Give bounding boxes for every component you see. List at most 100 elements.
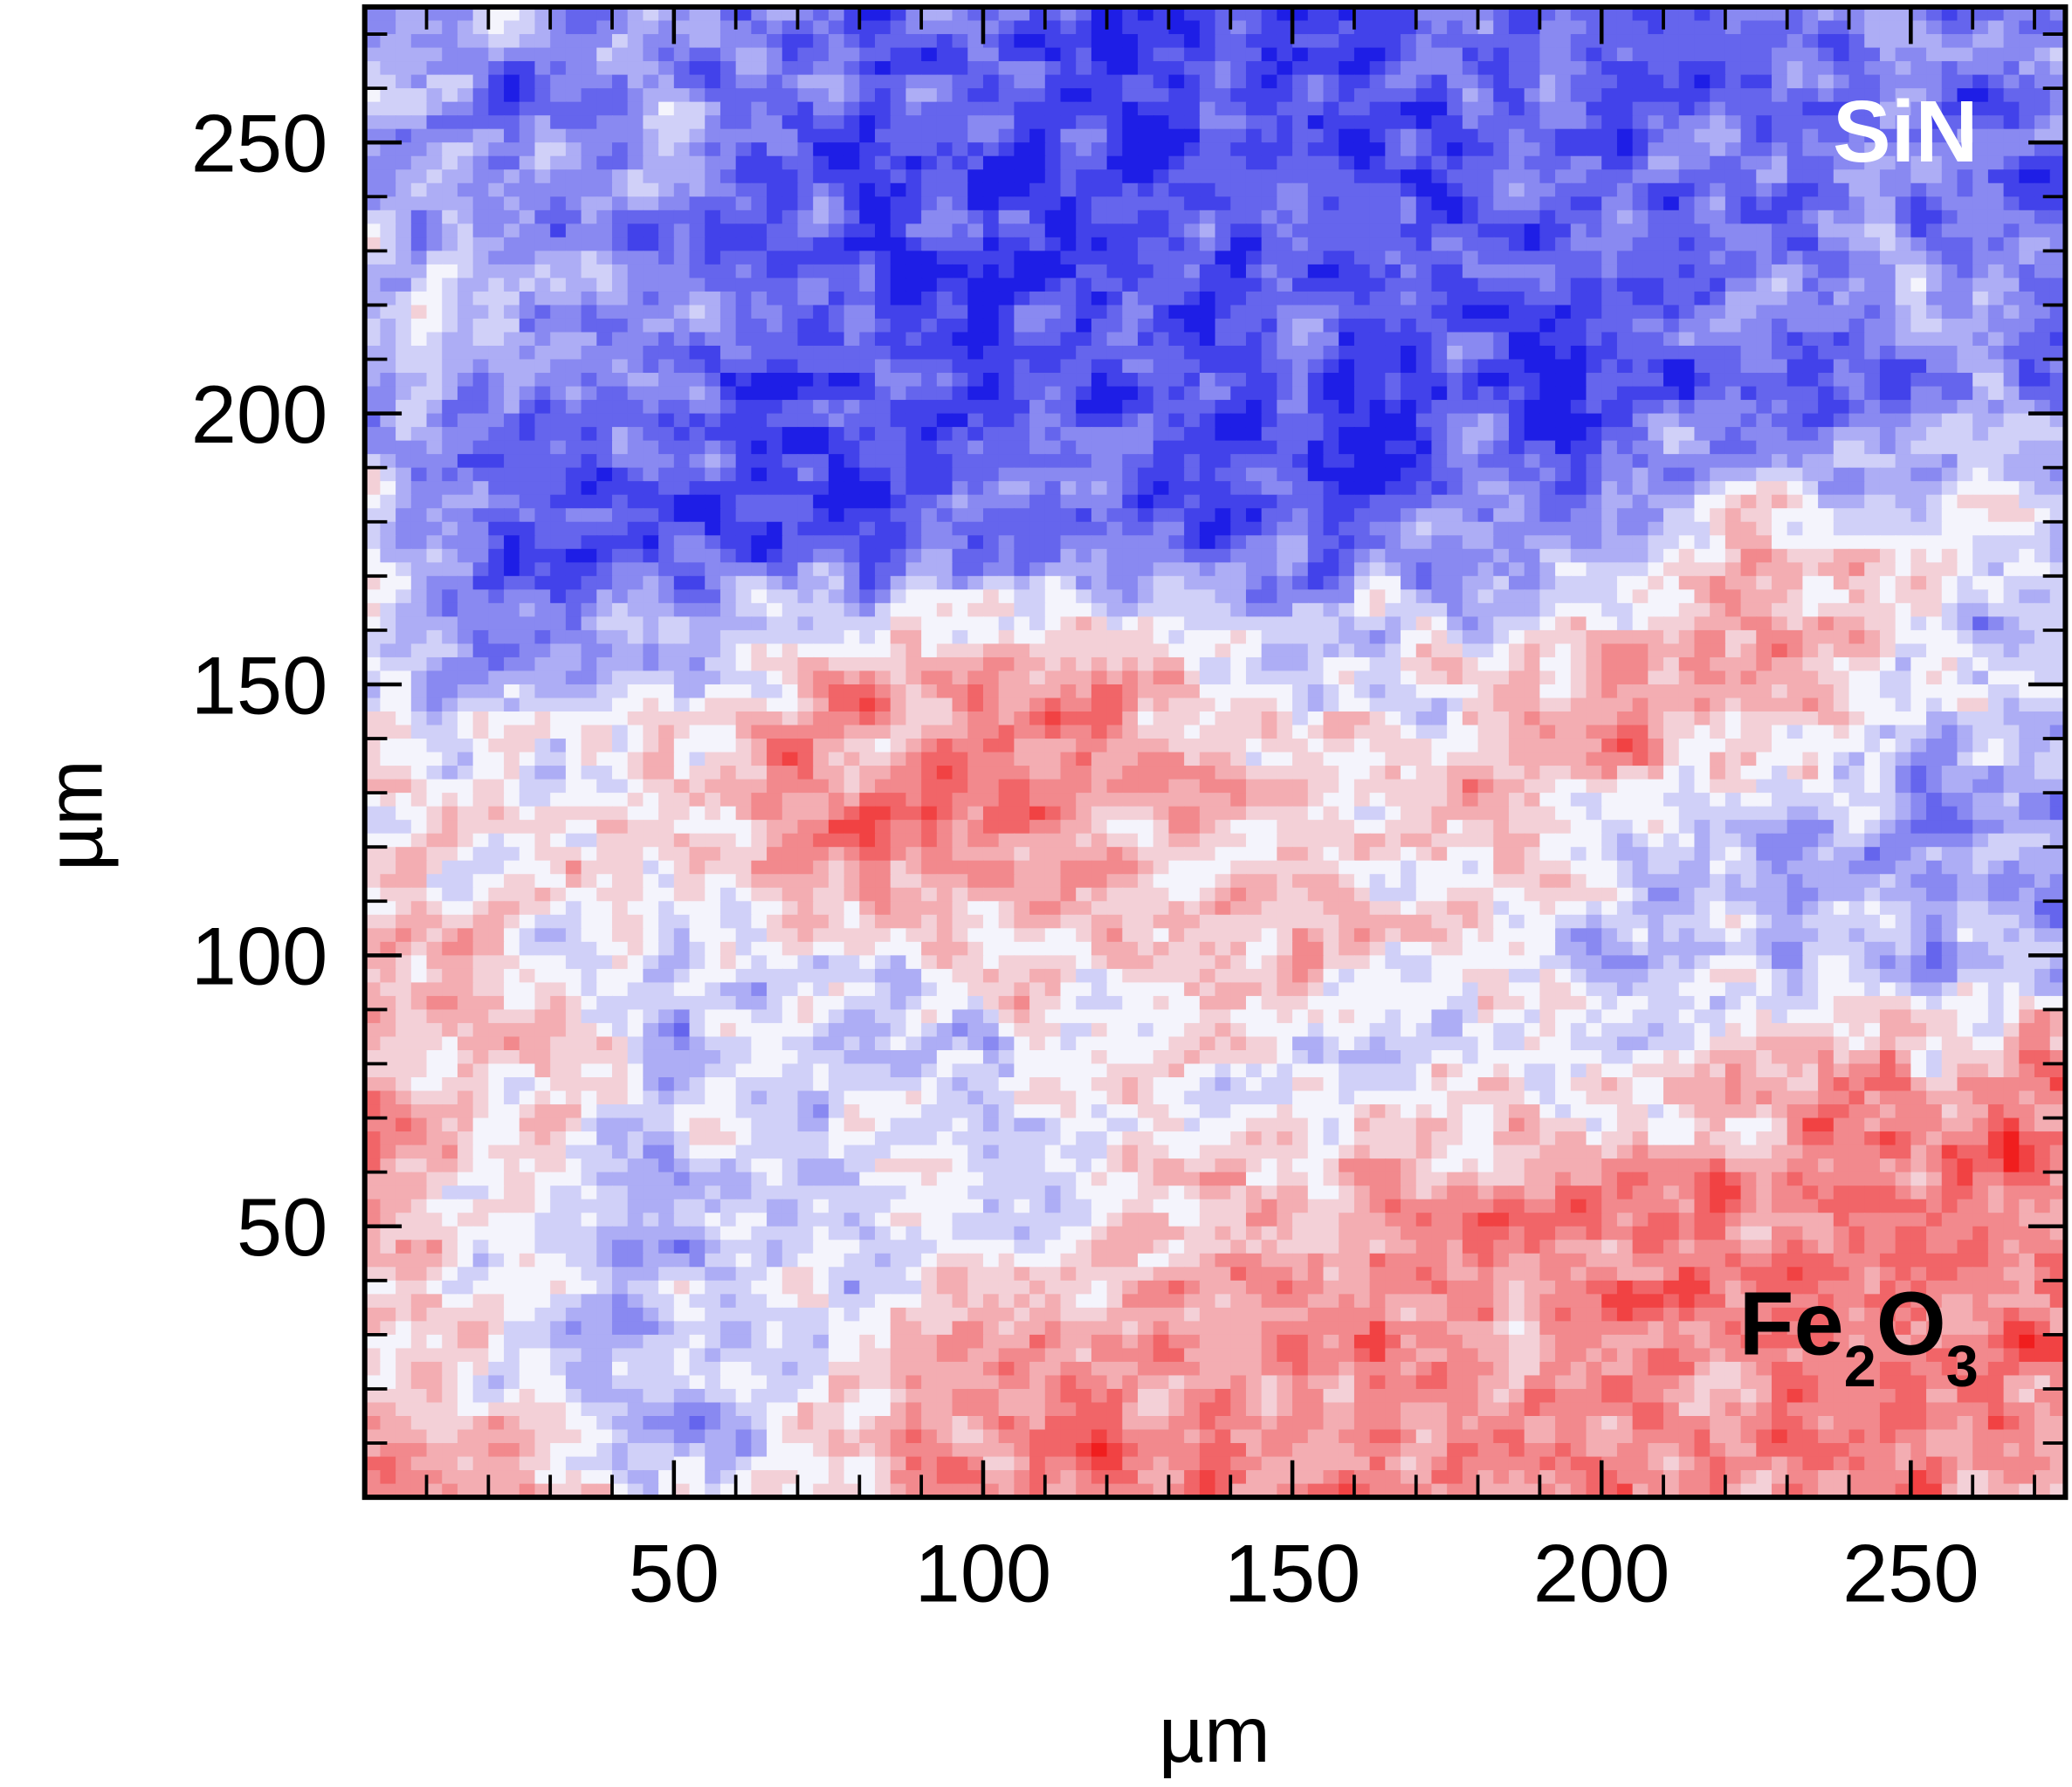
heatmap-cell — [735, 562, 753, 577]
heatmap-cell — [504, 264, 520, 279]
heatmap-cell — [890, 169, 907, 184]
heatmap-cell — [1941, 548, 1958, 564]
heatmap-cell — [1879, 521, 1896, 537]
heatmap-cell — [1477, 305, 1495, 320]
heatmap-cell — [1339, 251, 1355, 265]
heatmap-cell — [1385, 305, 1401, 320]
heatmap-cell — [1493, 575, 1510, 591]
heatmap-cell — [519, 115, 536, 130]
heatmap-cell — [1014, 535, 1030, 550]
heatmap-cell — [1555, 34, 1572, 49]
heatmap-cell — [643, 602, 660, 618]
heatmap-cell — [1786, 34, 1804, 49]
heatmap-cell — [982, 61, 1000, 76]
heatmap-cell — [967, 562, 984, 577]
heatmap-cell — [519, 210, 536, 225]
heatmap-cell — [1663, 332, 1680, 347]
heatmap-cell — [1385, 128, 1401, 144]
heatmap-cell — [1616, 210, 1634, 225]
heatmap-cell — [2019, 332, 2035, 347]
heatmap-cell — [1786, 345, 1804, 361]
heatmap-cell — [1678, 521, 1696, 537]
heatmap-cell — [1462, 251, 1479, 265]
heatmap-cell — [1493, 427, 1510, 442]
heatmap-cell — [1044, 440, 1062, 456]
heatmap-cell — [1091, 345, 1108, 361]
heatmap-cell — [1415, 47, 1433, 62]
heatmap-cell — [364, 210, 382, 225]
heatmap-cell — [1555, 7, 1572, 22]
heatmap-cell — [1972, 196, 1989, 211]
heatmap-cell — [550, 101, 567, 117]
heatmap-cell — [519, 616, 536, 631]
heatmap-cell — [1230, 400, 1247, 415]
heatmap-cell — [751, 427, 768, 442]
heatmap-cell — [612, 210, 629, 225]
heatmap-cell — [2049, 210, 2067, 225]
heatmap-cell — [1663, 359, 1680, 374]
heatmap-cell — [2003, 196, 2020, 211]
heatmap-cell — [1029, 427, 1046, 442]
heatmap-cell — [673, 142, 691, 157]
heatmap-cell — [781, 74, 799, 90]
heatmap-cell — [735, 440, 753, 456]
heatmap-cell — [828, 142, 845, 157]
heatmap-cell — [1740, 101, 1758, 117]
heatmap-cell — [1740, 7, 1758, 22]
heatmap-cell — [1122, 440, 1139, 456]
heatmap-cell — [658, 467, 675, 483]
heatmap-cell — [612, 251, 629, 265]
heatmap-cell — [519, 88, 536, 103]
heatmap-cell — [1184, 223, 1201, 238]
heatmap-cell — [1570, 454, 1587, 469]
heatmap-cell — [2034, 251, 2051, 265]
heatmap-cell — [1199, 264, 1216, 279]
heatmap-cell — [364, 196, 382, 211]
heatmap-cell — [396, 332, 412, 347]
heatmap-cell — [643, 386, 660, 401]
heatmap-cell — [488, 142, 505, 157]
heatmap-cell — [457, 20, 474, 35]
heatmap-cell — [967, 508, 984, 523]
heatmap-cell — [643, 237, 660, 252]
heatmap-cell — [1153, 589, 1170, 604]
heatmap-cell — [1184, 427, 1201, 442]
heatmap-cell — [1926, 47, 1943, 62]
heatmap-cell — [1616, 318, 1634, 333]
heatmap-cell — [1339, 386, 1355, 401]
heatmap-cell — [1941, 210, 1958, 225]
heatmap-cell — [380, 142, 397, 157]
heatmap-cell — [921, 345, 938, 361]
heatmap-cell — [2003, 575, 2020, 591]
heatmap-cell — [1879, 481, 1896, 496]
heatmap-cell — [781, 128, 799, 144]
heatmap-cell — [1153, 223, 1170, 238]
heatmap-cell — [1802, 521, 1820, 537]
heatmap-cell — [380, 115, 397, 130]
heatmap-cell — [1848, 481, 1866, 496]
heatmap-cell — [2019, 481, 2035, 496]
heatmap-cell — [396, 182, 412, 198]
heatmap-cell — [1802, 142, 1820, 157]
heatmap-cell — [1401, 128, 1417, 144]
heatmap-cell — [952, 562, 969, 577]
heatmap-cell — [890, 602, 907, 618]
heatmap-cell — [2049, 142, 2067, 157]
heatmap-cell — [488, 318, 505, 333]
heatmap-cell — [1292, 34, 1309, 49]
heatmap-cell — [1632, 575, 1649, 591]
heatmap-cell — [1106, 128, 1124, 144]
heatmap-cell — [1539, 508, 1557, 523]
heatmap-cell — [1462, 278, 1479, 292]
heatmap-cell — [1292, 251, 1309, 265]
heatmap-cell — [1910, 494, 1927, 510]
heatmap-cell — [751, 237, 768, 252]
heatmap-cell — [1060, 251, 1077, 265]
heatmap-cell — [1230, 481, 1247, 496]
heatmap-cell — [1848, 535, 1866, 550]
heatmap-cell — [875, 61, 891, 76]
heatmap-cell — [1833, 47, 1850, 62]
heatmap-cell — [1307, 427, 1325, 442]
heatmap-cell — [1462, 521, 1479, 537]
heatmap-cell — [1277, 318, 1294, 333]
